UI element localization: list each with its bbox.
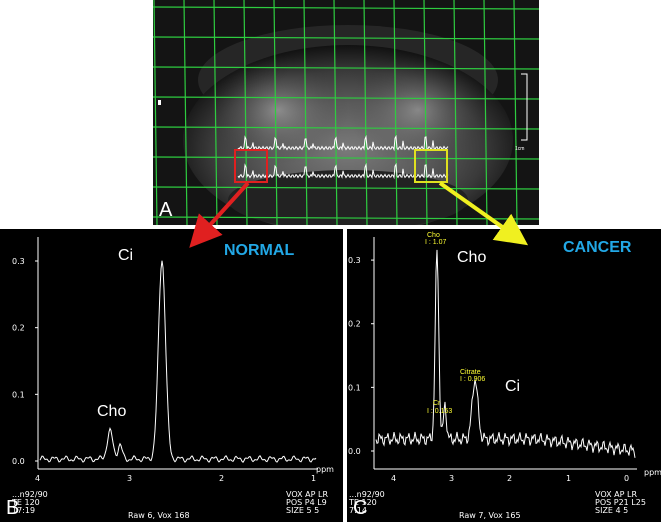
cancer-spectrum-line bbox=[375, 249, 636, 458]
y-tick-label: 0.2 bbox=[12, 324, 25, 333]
mri-panel: 1cm A bbox=[153, 0, 539, 225]
grid-line bbox=[153, 156, 539, 160]
y-tick-label: 0.1 bbox=[12, 390, 25, 399]
normal-status-label: NORMAL bbox=[224, 242, 294, 259]
mri-image: 1cm bbox=[153, 0, 539, 225]
x-tick-label: 1 bbox=[566, 474, 571, 483]
normal-spectrum-panel: 0.3 0.2 0.1 0.0 4 3 2 1 Ci Cho NORMAL ppm ...n… bbox=[0, 229, 343, 522]
x-tick-label: 2 bbox=[219, 474, 224, 483]
footer-right-3: SIZE 5 5 bbox=[286, 506, 319, 515]
grid-line bbox=[513, 0, 518, 225]
cancer-status-label: CANCER bbox=[563, 239, 632, 256]
normal-spectrum-chart: 0.3 0.2 0.1 0.0 4 3 2 1 Ci Cho NORMAL ppm ...n… bbox=[11, 237, 334, 520]
normal-spectrum-line bbox=[39, 260, 317, 463]
citrate-annotation-value: I : 0.906 bbox=[460, 376, 485, 383]
scale-label: 1cm bbox=[515, 146, 524, 152]
x-tick-label: 3 bbox=[127, 474, 132, 483]
footer-right-1: VOX AP LR bbox=[286, 490, 328, 499]
normal-voxel-box bbox=[234, 149, 268, 183]
x-tick-label: 4 bbox=[391, 474, 396, 483]
footer-left-2: TE 120 bbox=[348, 498, 377, 507]
y-tick-label: 0.0 bbox=[348, 447, 361, 456]
cr-annotation-value: I : 0.153 bbox=[427, 408, 452, 415]
y-tick-label: 0.0 bbox=[12, 457, 25, 466]
grid-line bbox=[153, 126, 539, 130]
footer-left-1: ...n92/90 bbox=[349, 490, 385, 499]
choline-peak-label: Cho bbox=[97, 403, 126, 420]
y-tick-label: 0.3 bbox=[12, 257, 25, 266]
citrate-peak-label: Ci bbox=[505, 378, 520, 395]
footer-left-1: ...n92/90 bbox=[12, 490, 48, 499]
cancer-voxel-box bbox=[414, 149, 448, 183]
choline-peak-label: Cho bbox=[457, 249, 486, 266]
footer-left-3: 7:14 bbox=[349, 506, 367, 515]
footer-left-2: TE 120 bbox=[11, 498, 40, 507]
panel-b-letter: B bbox=[6, 497, 20, 519]
footer-right-3: SIZE 4 5 bbox=[595, 506, 628, 515]
grid-line bbox=[153, 36, 539, 40]
panel-c-letter: C bbox=[353, 497, 368, 519]
x-tick-label: 3 bbox=[449, 474, 454, 483]
grid-line bbox=[423, 0, 428, 225]
x-tick-label: 2 bbox=[507, 474, 512, 483]
footer-right-1: VOX AP LR bbox=[595, 490, 637, 499]
y-tick-label: 0.3 bbox=[348, 256, 361, 265]
footer-right-2: POS P4 L9 bbox=[286, 498, 327, 507]
grid-line bbox=[153, 6, 539, 10]
cho-annotation-name: Cho bbox=[427, 232, 440, 239]
y-tick-label: 0.1 bbox=[348, 383, 361, 392]
x-unit-label: ppm bbox=[316, 465, 334, 474]
footer-center: Raw 6, Vox 168 bbox=[128, 511, 190, 520]
x-tick-label: 1 bbox=[311, 474, 316, 483]
grid-line bbox=[153, 66, 539, 70]
footer-left-3: 17:19 bbox=[12, 506, 35, 515]
footer-center: Raw 7, Vox 165 bbox=[459, 511, 521, 520]
x-tick-label: 0 bbox=[624, 474, 629, 483]
citrate-annotation-name: Citrate bbox=[460, 369, 481, 376]
mini-spectrum-row bbox=[237, 134, 449, 152]
y-tick-label: 0.2 bbox=[348, 320, 361, 329]
x-tick-label: 4 bbox=[35, 474, 40, 483]
citrate-peak-label: Ci bbox=[118, 247, 133, 264]
x-unit-label: ppm bbox=[644, 468, 661, 477]
mini-spectrum-row bbox=[237, 162, 449, 180]
cho-annotation-value: I : 1.07 bbox=[425, 239, 447, 246]
scale-bar bbox=[521, 73, 528, 141]
cr-annotation-name: Cr bbox=[433, 400, 441, 407]
grid-line bbox=[393, 0, 398, 225]
footer-right-2: POS P21 L25 bbox=[595, 498, 646, 507]
panel-a-letter: A bbox=[159, 199, 173, 221]
grid-line bbox=[153, 96, 539, 100]
